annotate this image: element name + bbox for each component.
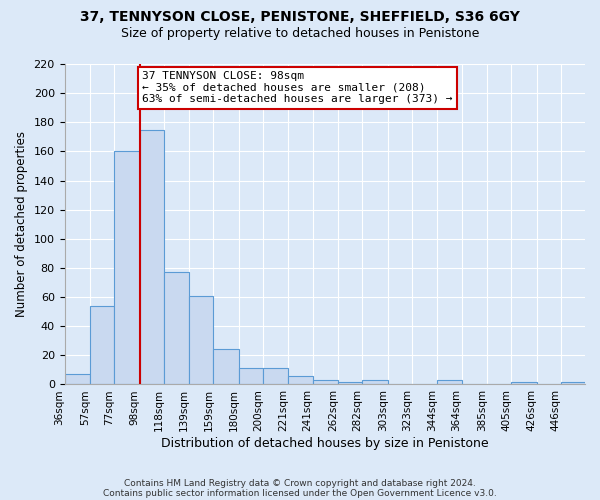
Bar [437, 380, 461, 384]
Bar [65, 374, 90, 384]
Text: Size of property relative to detached houses in Penistone: Size of property relative to detached ho… [121, 28, 479, 40]
Bar [214, 350, 239, 384]
Bar [561, 382, 585, 384]
Bar [164, 272, 189, 384]
Bar [338, 382, 362, 384]
Bar [189, 296, 214, 384]
Y-axis label: Number of detached properties: Number of detached properties [15, 131, 28, 317]
Bar [313, 380, 338, 384]
Text: 37 TENNYSON CLOSE: 98sqm
← 35% of detached houses are smaller (208)
63% of semi-: 37 TENNYSON CLOSE: 98sqm ← 35% of detach… [142, 72, 452, 104]
Bar [362, 380, 388, 384]
Text: Contains public sector information licensed under the Open Government Licence v3: Contains public sector information licen… [103, 488, 497, 498]
Bar [289, 376, 313, 384]
X-axis label: Distribution of detached houses by size in Penistone: Distribution of detached houses by size … [161, 437, 488, 450]
Text: 37, TENNYSON CLOSE, PENISTONE, SHEFFIELD, S36 6GY: 37, TENNYSON CLOSE, PENISTONE, SHEFFIELD… [80, 10, 520, 24]
Bar [511, 382, 536, 384]
Bar [90, 306, 114, 384]
Bar [114, 152, 140, 384]
Bar [263, 368, 289, 384]
Text: Contains HM Land Registry data © Crown copyright and database right 2024.: Contains HM Land Registry data © Crown c… [124, 478, 476, 488]
Bar [239, 368, 263, 384]
Bar [140, 130, 164, 384]
